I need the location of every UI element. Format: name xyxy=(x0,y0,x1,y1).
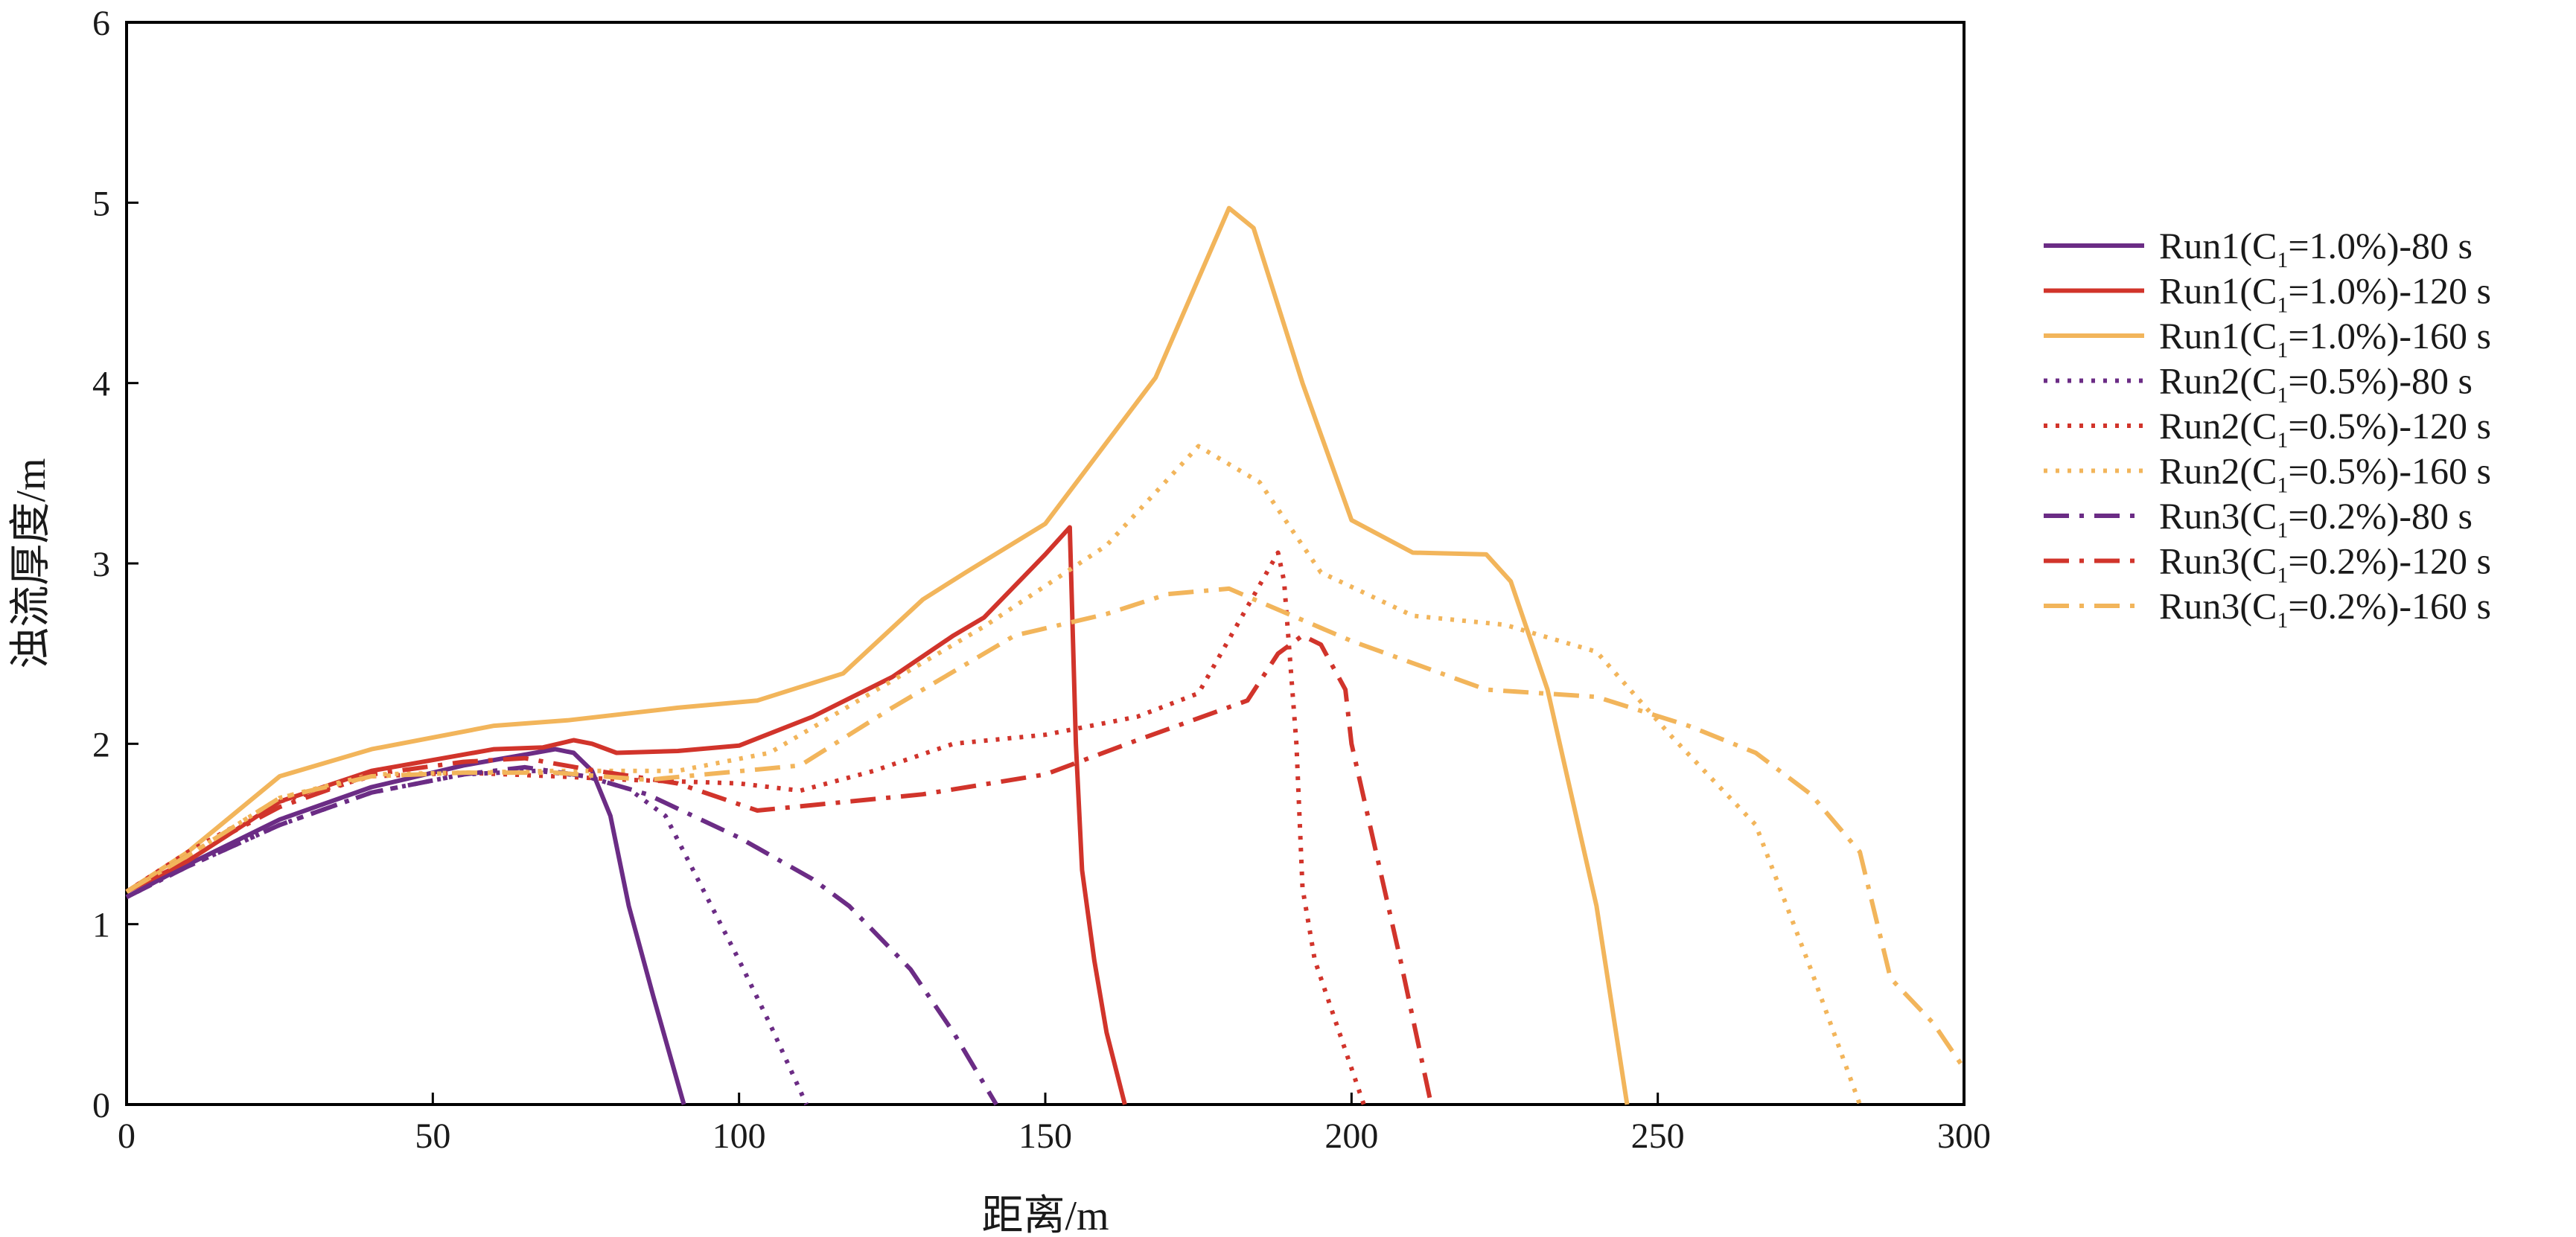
series-layer xyxy=(125,205,1966,1106)
y-tick-label: 1 xyxy=(92,906,110,945)
series-line-9 xyxy=(125,586,1966,1070)
legend-label-4: Run2(C1=0.5%)-80 s xyxy=(2159,360,2473,408)
x-tick-label: 300 xyxy=(1937,1116,1991,1156)
series-line-2 xyxy=(125,525,1127,1105)
y-tick-label: 3 xyxy=(92,545,110,584)
x-tick-label: 150 xyxy=(1018,1116,1072,1156)
series-line-7 xyxy=(125,764,998,1106)
x-tick-label: 100 xyxy=(712,1116,766,1156)
y-tick-label: 5 xyxy=(92,184,110,223)
y-tick-label: 6 xyxy=(92,4,110,43)
x-tick-label: 0 xyxy=(118,1116,136,1156)
series-line-3 xyxy=(125,205,1630,1105)
ticks-layer: 0 50 100 150 200 250 300 0 1 2 3 4 5 6 xyxy=(92,4,1991,1156)
legend-label-9: Run3(C1=0.2%)-160 s xyxy=(2159,585,2491,633)
series-line-1 xyxy=(125,747,686,1105)
legend-label-7: Run3(C1=0.2%)-80 s xyxy=(2159,495,2473,543)
legend-label-2: Run1(C1=1.0%)-120 s xyxy=(2159,270,2491,318)
legend-label-6: Run2(C1=0.5%)-160 s xyxy=(2159,450,2491,498)
y-tick-label: 4 xyxy=(92,365,110,404)
legend-label-8: Run3(C1=0.2%)-120 s xyxy=(2159,540,2491,588)
series-line-5 xyxy=(125,550,1366,1105)
y-tick-label: 0 xyxy=(92,1086,110,1125)
y-tick-label: 2 xyxy=(92,725,110,764)
series-line-8 xyxy=(125,633,1434,1105)
y-axis-title: 浊流厚度/m xyxy=(8,458,54,668)
legend-label-1: Run1(C1=1.0%)-80 s xyxy=(2159,225,2473,272)
x-axis-title: 距离/m xyxy=(981,1193,1109,1237)
x-tick-label: 50 xyxy=(415,1116,450,1156)
legend-label-5: Run2(C1=0.5%)-120 s xyxy=(2159,405,2491,453)
x-tick-label: 200 xyxy=(1324,1116,1378,1156)
plot-area xyxy=(125,21,1966,1106)
legend-label-3: Run1(C1=1.0%)-160 s xyxy=(2159,315,2491,362)
x-tick-label: 250 xyxy=(1631,1116,1685,1156)
